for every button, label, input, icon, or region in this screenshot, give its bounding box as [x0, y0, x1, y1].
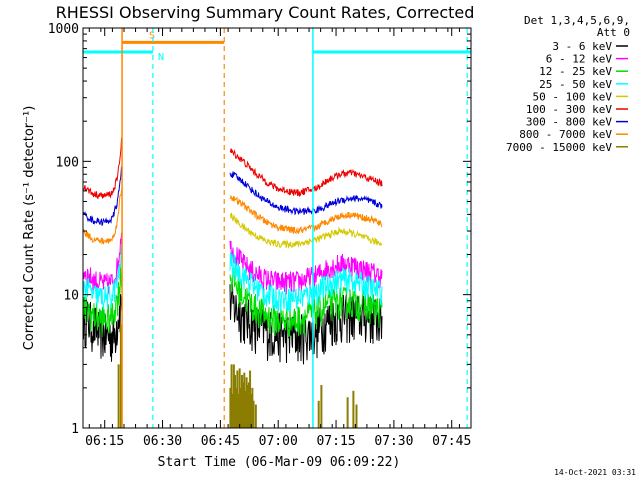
generation-timestamp: 14-Oct-2021 03:31 [554, 468, 636, 477]
axis-layer: 1 10 100 1000 06:15 06:30 06:45 07:00 07:15 07:30… [48, 22, 472, 449]
x-tick-label: 07:00 [259, 434, 298, 449]
legend-header: Det 1,3,4,5,6,9, [524, 14, 630, 27]
y-tick-label: 1000 [48, 22, 79, 37]
series-trace [83, 189, 383, 245]
series-layer [83, 137, 383, 428]
series-25-50kev [83, 243, 383, 313]
legend-label: 6 - 12 keV [546, 53, 613, 66]
x-tick-label: 06:15 [85, 434, 124, 449]
y-tick-label: 10 [63, 289, 79, 304]
legend-label: 25 - 50 keV [539, 78, 612, 91]
legend-label: 50 - 100 keV [533, 90, 613, 103]
series-trace [83, 243, 383, 313]
x-tick-label: 06:45 [201, 434, 240, 449]
y-tick-label: 1 [71, 422, 79, 437]
series-trace [83, 137, 383, 200]
series-300-800kev [83, 166, 383, 227]
series-800-7000kev [83, 189, 383, 245]
annotation-layer: SN [83, 28, 471, 428]
plot-frame [82, 27, 472, 429]
legend-label: 7000 - 15000 keV [506, 141, 612, 154]
series-50-100kev [229, 212, 383, 250]
chart-title: RHESSI Observing Summary Count Rates, Co… [56, 3, 475, 22]
y-axis-label: Corrected Count Rate (s⁻¹ detector⁻¹) [22, 106, 37, 351]
x-tick-label: 06:30 [143, 434, 182, 449]
legend-label: 12 - 25 keV [539, 65, 612, 78]
series-6-12kev [83, 232, 383, 295]
series-trace [229, 212, 383, 250]
x-axis-label: Start Time (06-Mar-09 06:09:22) [158, 455, 401, 470]
series-12-25kev [83, 266, 383, 338]
legend-label: 800 - 7000 keV [519, 128, 612, 141]
series-7000-15000kev [117, 324, 358, 428]
series-100-300kev [83, 137, 383, 200]
legend-label: 100 - 300 keV [526, 103, 612, 116]
legend-label: 3 - 6 keV [552, 40, 612, 53]
series-trace [83, 266, 383, 338]
x-tick-label: 07:30 [374, 434, 413, 449]
x-tick-label: 07:45 [432, 434, 471, 449]
y-tick-label: 100 [56, 155, 79, 170]
legend-header: Att 0 [597, 26, 630, 39]
legend-label: 300 - 800 keV [526, 116, 612, 129]
series-trace [83, 232, 383, 295]
night-flag-label: N [158, 52, 164, 63]
saa-flag-label: S [149, 30, 155, 41]
series-trace [83, 166, 383, 227]
x-tick-label: 07:15 [316, 434, 355, 449]
